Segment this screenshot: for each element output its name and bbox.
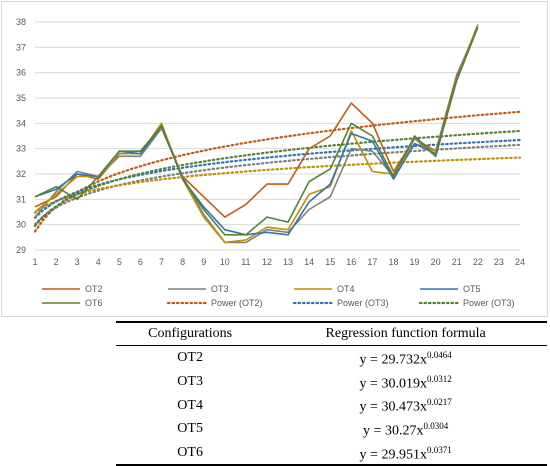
legend-label: OT5 [463,284,481,294]
config-cell: OT2 [177,350,203,366]
formula-cell: y = 30.473x0.0217 [264,393,547,417]
table-header-row: Configurations Regression function formu… [116,321,547,346]
x-tick-label: 11 [241,257,250,267]
header-configurations: Configurations [116,321,265,346]
table-row: OT6 y = 29.951x0.0371 [116,440,547,466]
x-tick-label: 23 [494,257,504,267]
x-tick-label: 21 [452,257,462,267]
formula-base: y = 29.732x [359,352,427,368]
legend-label: OT4 [337,284,355,294]
legend-label: OT2 [85,284,103,294]
formula-exponent: 0.0304 [423,420,449,431]
formula-exponent: 0.0217 [426,397,452,408]
formula-exponent: 0.0312 [426,373,452,384]
y-tick-label: 38 [16,17,26,27]
config-cell: OT5 [177,421,203,437]
x-tick-label: 1 [32,257,37,267]
x-tick-label: 8 [180,257,185,267]
series-line-ot6 [34,26,479,236]
x-tick-label: 3 [75,257,80,267]
x-tick-label: 18 [388,257,398,267]
x-tick-label: 10 [220,257,230,267]
config-cell: OT4 [177,397,203,413]
x-tick-label: 24 [515,257,525,267]
table-row: OT5 y = 30.27x0.0304 [116,417,547,441]
formula-cell: y = 29.951x0.0371 [264,440,547,466]
table-row: OT2 y = 29.732x0.0464 [116,346,547,370]
x-tick-label: 12 [262,257,272,267]
y-tick-label: 33 [16,144,26,154]
x-tick-label: 9 [201,257,206,267]
x-tick-label: 13 [283,257,293,267]
series-line-ot4 [34,24,479,244]
x-tick-label: 5 [117,257,122,267]
y-tick-label: 32 [16,169,26,179]
legend-label: OT6 [85,298,103,308]
series-line-ot3 [34,24,479,244]
chart-container: 29 30 31 32 33 34 35 36 37 38 1 2 3 4 5 6 7 8 9 10 11 12 13 14 1… [1,1,548,317]
trendline-power-ot6- [33,129,522,227]
y-tick-label: 34 [16,118,26,128]
x-tick-label: 14 [304,257,314,267]
trendline-power-ot2- [33,110,522,233]
x-tick-label: 20 [431,257,441,267]
formula-base: y = 30.27x [363,423,424,439]
header-regression-formula: Regression function formula [264,321,547,346]
table-row: OT3 y = 30.019x0.0312 [116,370,547,394]
regression-table: Configurations Regression function formu… [116,321,547,466]
y-tick-label: 31 [16,194,26,204]
x-tick-label: 2 [54,257,59,267]
formula-exponent: 0.0371 [426,444,452,455]
config-cell: OT6 [116,440,265,466]
y-tick-label: 30 [16,220,26,230]
x-tick-label: 6 [138,257,143,267]
table-row: OT4 y = 30.473x0.0217 [116,393,547,417]
x-tick-label: 17 [367,257,377,267]
legend-label: OT3 [211,284,229,294]
formula-base: y = 29.951x [359,447,427,463]
legend-label: Power (OT3) [463,298,515,308]
x-tick-label: 22 [473,257,483,267]
formula-exponent: 0.0464 [426,350,452,360]
formula-base: y = 30.019x [359,376,427,392]
legend-label: Power (OT3) [337,298,389,308]
x-tick-label: 4 [96,257,101,267]
series-line-ot5 [34,26,479,236]
trendline-power-ot4- [33,156,522,214]
legend-label: Power (OT2) [211,298,263,308]
formula-cell: y = 29.732x0.0464 [264,346,547,370]
x-tick-label: 16 [346,257,356,267]
y-tick-label: 36 [16,68,26,78]
y-tick-label: 35 [16,93,26,103]
x-tick-label: 15 [325,257,335,267]
x-tick-label: 7 [159,257,164,267]
y-tick-label: 37 [16,42,26,52]
formula-cell: y = 30.019x0.0312 [264,370,547,394]
y-tick-label: 29 [16,245,26,255]
regression-table-container: Configurations Regression function formu… [116,321,547,466]
formula-cell: y = 30.27x0.0304 [264,417,547,441]
formula-base: y = 30.473x [359,399,427,415]
config-cell: OT3 [177,373,203,389]
x-tick-label: 19 [410,257,420,267]
